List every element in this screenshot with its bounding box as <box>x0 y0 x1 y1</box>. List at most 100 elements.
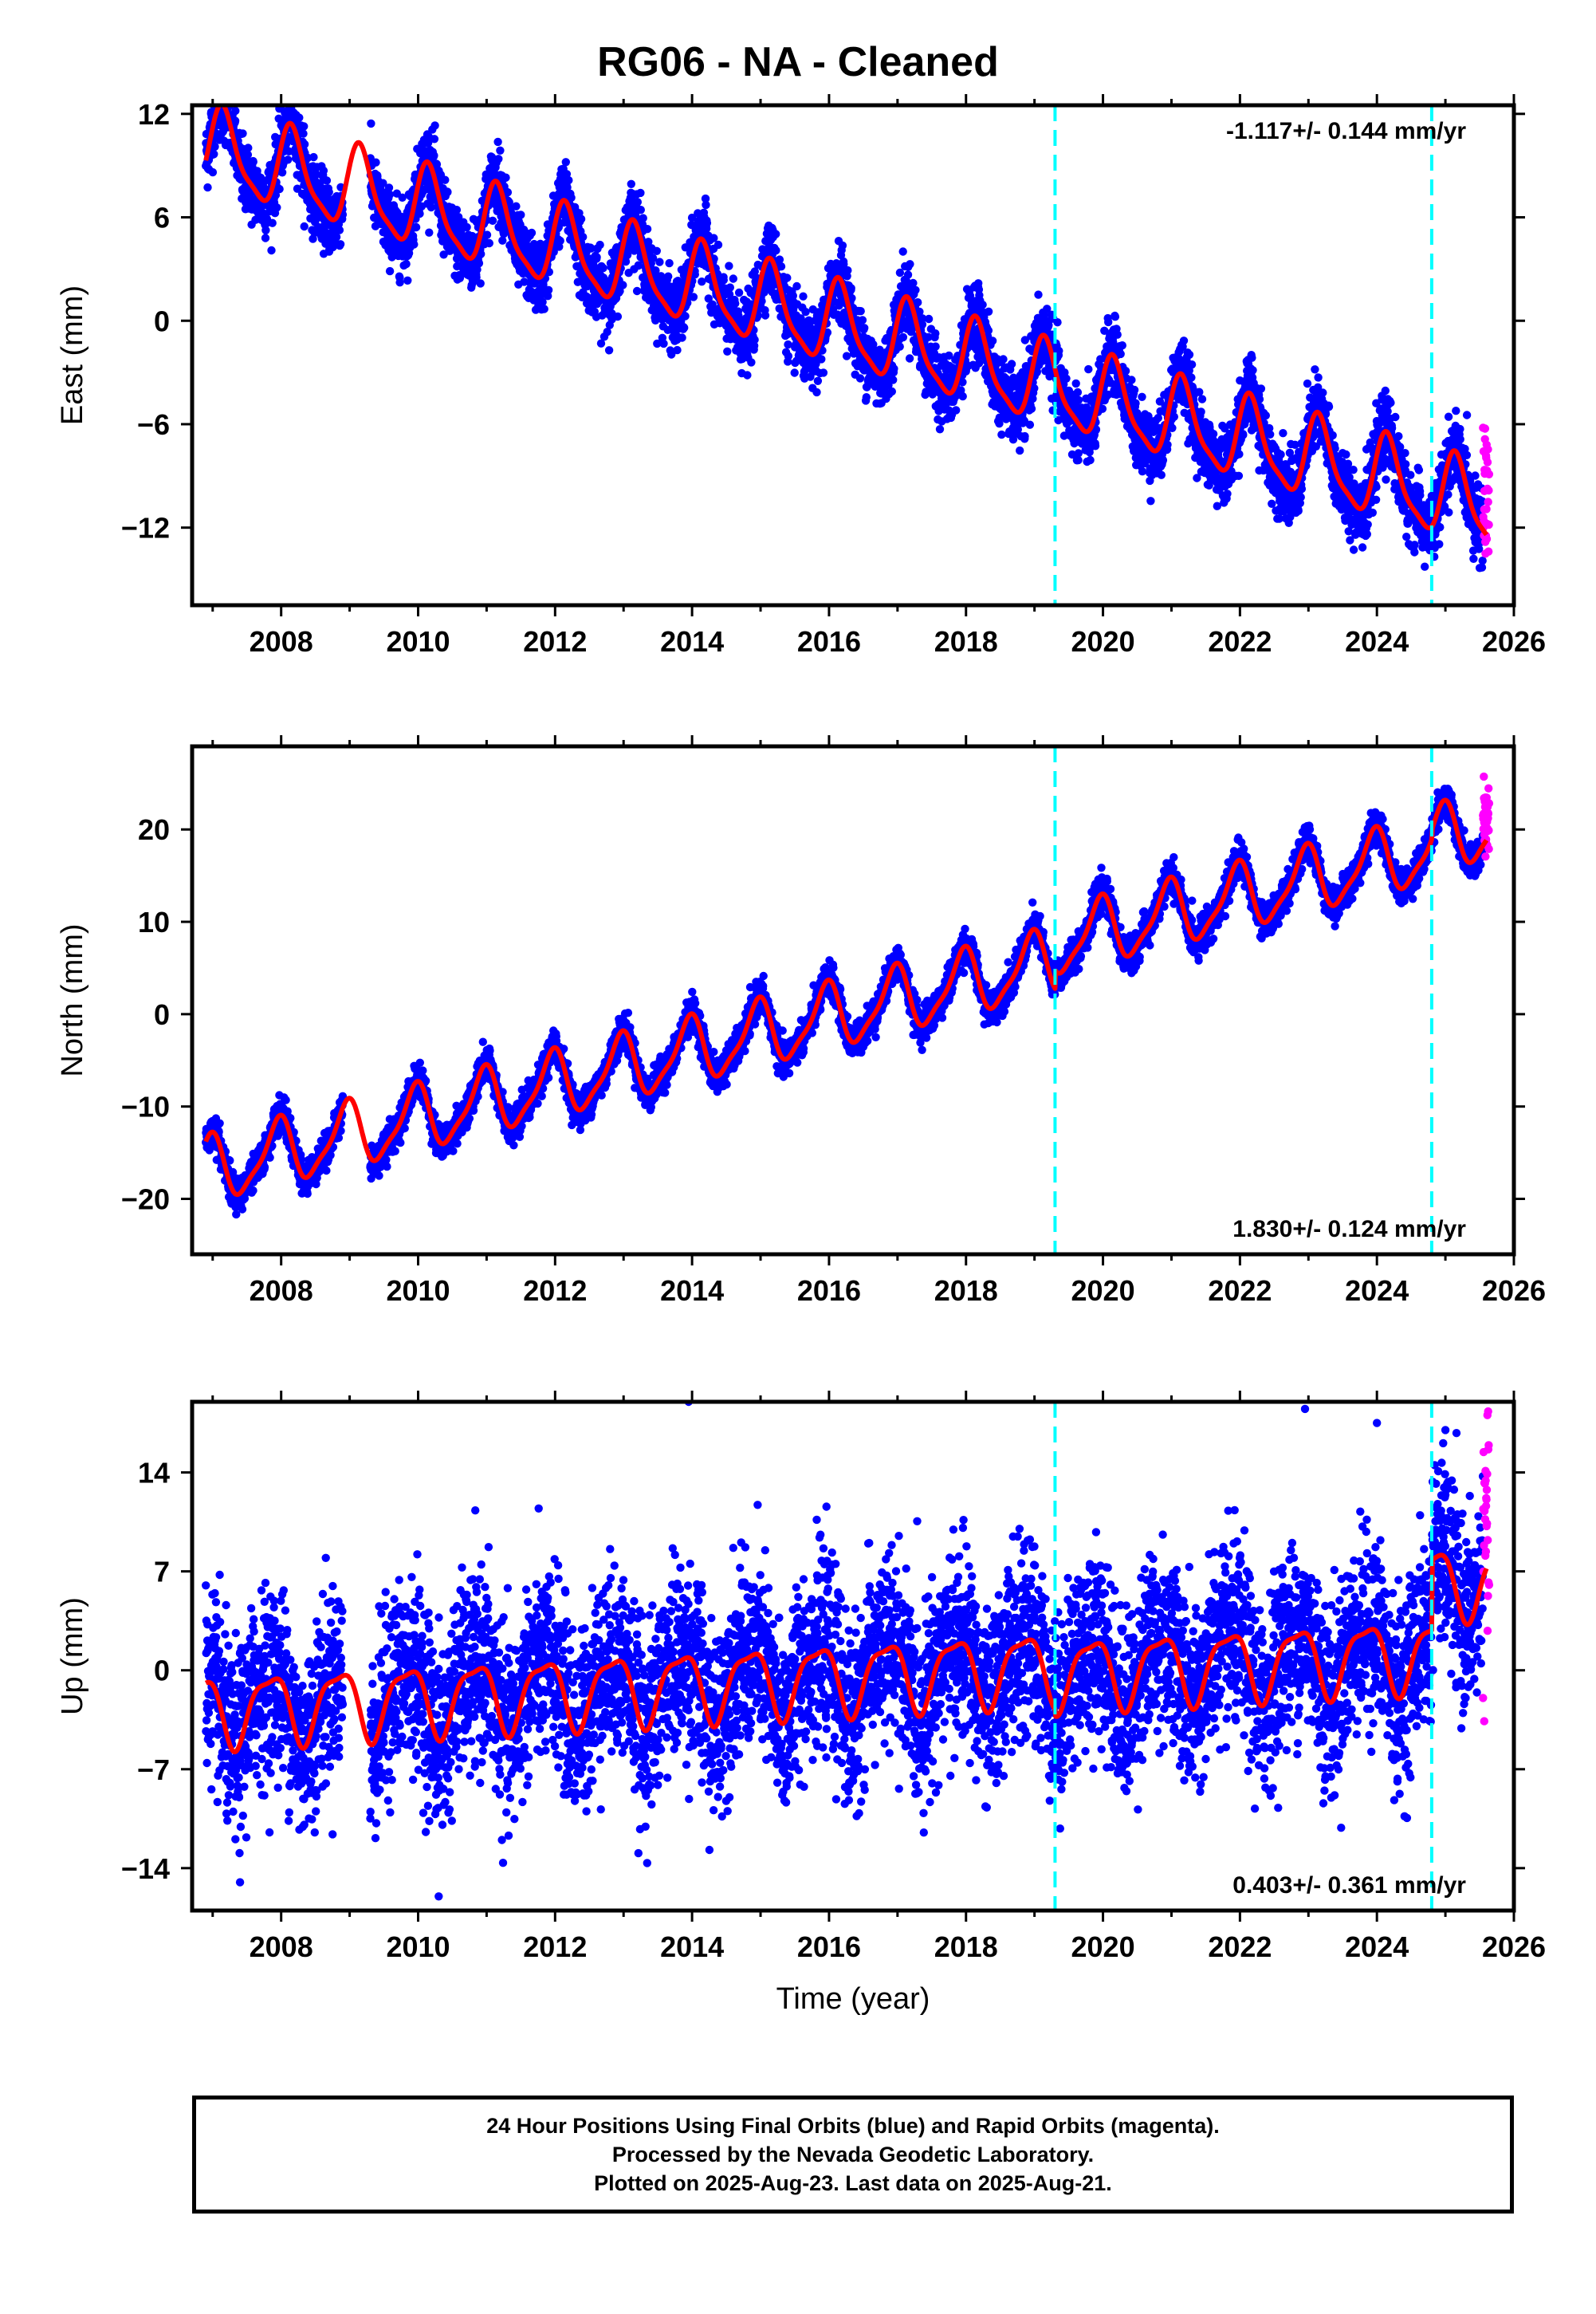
east-final-point <box>665 258 674 268</box>
east-final-point <box>596 339 606 348</box>
east-final-point <box>398 193 407 202</box>
east-final-point <box>289 92 297 100</box>
east-final-point <box>731 299 740 308</box>
east-final-point <box>643 225 652 234</box>
east-final-point <box>544 285 553 294</box>
east-final-point <box>812 388 821 397</box>
east-final-point <box>503 188 513 197</box>
east-final-point <box>474 259 484 268</box>
east-final-point <box>249 157 257 167</box>
east-final-point <box>562 170 572 179</box>
east-final-point <box>799 292 808 301</box>
east-final-point <box>222 85 230 92</box>
east-final-point <box>790 368 799 377</box>
east-final-point <box>1053 318 1062 327</box>
east-final-point <box>336 240 345 249</box>
east-final-point <box>309 234 317 243</box>
east-final-point <box>218 89 226 97</box>
east-final-point <box>427 203 436 212</box>
east-final-point <box>702 200 710 210</box>
east-final-point <box>230 116 240 125</box>
east-final-point <box>1121 367 1130 376</box>
east-final-point <box>911 285 920 294</box>
east-final-point <box>367 119 375 128</box>
east-final-point <box>603 328 611 336</box>
east-final-point <box>801 308 810 317</box>
east-final-point <box>213 79 221 87</box>
east-final-point <box>627 179 635 188</box>
east-final-point <box>592 253 601 262</box>
east-final-point <box>1113 330 1122 339</box>
east-final-point <box>425 228 434 237</box>
east-final-point <box>335 226 344 234</box>
east-final-point <box>1146 497 1155 506</box>
east-final-point <box>704 294 713 303</box>
east-final-point <box>633 198 642 207</box>
east-final-point <box>905 354 914 363</box>
east-final-point <box>203 183 212 192</box>
east-final-point <box>1111 313 1120 321</box>
east-final-point <box>238 129 247 138</box>
east-final-point <box>842 352 851 360</box>
east-final-point <box>300 222 309 231</box>
east-final-point <box>667 350 676 359</box>
east-final-point <box>772 230 780 238</box>
east-final-point <box>687 213 697 222</box>
east-final-point <box>984 326 993 335</box>
east-final-point <box>415 209 424 218</box>
east-final-point <box>634 261 643 270</box>
east-final-point <box>214 90 222 98</box>
east-final-point <box>862 393 871 402</box>
east-final-point <box>224 96 232 104</box>
east-final-point <box>681 312 690 321</box>
east-final-point <box>226 93 234 101</box>
east-final-point <box>493 137 502 147</box>
east-final-point <box>441 175 450 184</box>
east-final-point <box>410 240 419 249</box>
east-final-point <box>1073 388 1083 397</box>
east-final-point <box>747 358 756 367</box>
east-final-point <box>652 246 661 255</box>
east-final-point <box>819 368 828 377</box>
east-final-point <box>838 241 847 250</box>
east-final-point <box>860 324 869 333</box>
east-final-point <box>227 95 235 103</box>
east-final-point <box>379 179 387 187</box>
east-final-point <box>931 329 940 338</box>
east-final-point <box>1025 420 1035 429</box>
east-final-point <box>576 214 586 223</box>
east-final-point <box>472 273 481 281</box>
east-final-point <box>430 121 439 130</box>
east-final-point <box>319 166 328 175</box>
east-final-point <box>776 262 786 271</box>
east-final-point <box>482 230 492 239</box>
east-final-point <box>215 92 223 100</box>
east-final-point <box>564 175 573 185</box>
east-final-point <box>1104 317 1113 327</box>
east-final-point <box>1071 379 1080 388</box>
east-final-point <box>563 183 572 192</box>
east-final-point <box>729 274 737 283</box>
east-final-point <box>1020 431 1029 441</box>
east-final-point <box>403 276 412 285</box>
east-final-point <box>295 113 304 122</box>
east-final-point <box>813 376 823 385</box>
east-final-point <box>225 92 233 100</box>
east-final-point <box>587 244 596 253</box>
east-final-point <box>1007 360 1016 368</box>
east-final-point <box>1027 404 1036 413</box>
east-final-point <box>710 234 718 242</box>
east-final-point <box>284 85 292 93</box>
east-final-point <box>244 144 253 152</box>
east-final-point <box>978 301 987 309</box>
east-final-point <box>952 406 961 415</box>
east-final-point <box>214 93 222 101</box>
east-final-point <box>632 286 642 296</box>
east-final-point <box>653 339 662 348</box>
east-final-point <box>783 274 792 282</box>
east-final-point <box>1131 399 1140 407</box>
chart-title: RG06 - NA - Cleaned <box>597 39 999 85</box>
east-final-point <box>261 234 270 242</box>
east-final-point <box>395 278 404 287</box>
east-final-point <box>273 203 281 212</box>
